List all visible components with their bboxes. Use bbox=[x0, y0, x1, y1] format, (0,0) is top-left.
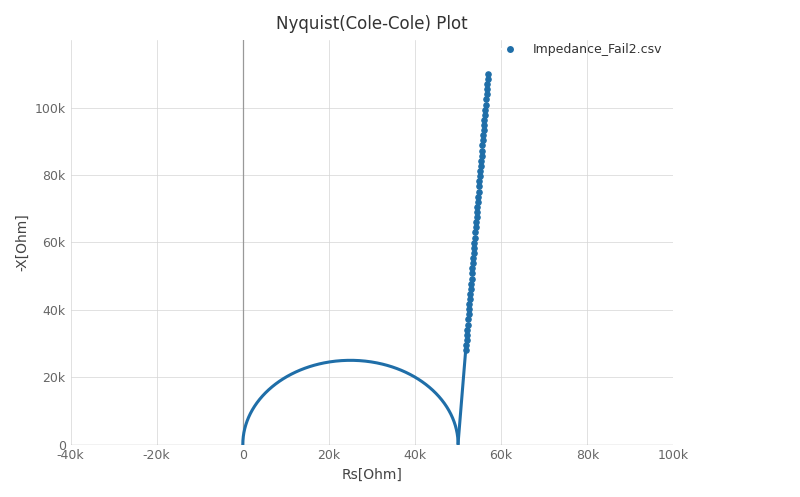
Point bbox=[478, 111, 491, 119]
Point bbox=[478, 116, 491, 124]
Title: Nyquist(Cole-Cole) Plot: Nyquist(Cole-Cole) Plot bbox=[276, 15, 468, 33]
Point bbox=[463, 295, 476, 303]
Point bbox=[462, 316, 474, 324]
X-axis label: Rs[Ohm]: Rs[Ohm] bbox=[342, 468, 402, 482]
Point bbox=[469, 234, 482, 242]
Point bbox=[477, 131, 490, 139]
Point bbox=[470, 213, 483, 221]
Point bbox=[482, 70, 494, 78]
Point bbox=[474, 162, 487, 170]
Point bbox=[474, 172, 486, 180]
Point bbox=[462, 305, 475, 313]
Point bbox=[464, 290, 477, 298]
Point bbox=[467, 249, 480, 257]
Point bbox=[460, 341, 473, 349]
Point bbox=[474, 167, 486, 175]
Point bbox=[468, 244, 481, 252]
Point bbox=[460, 336, 473, 344]
Point bbox=[470, 208, 483, 216]
Point bbox=[467, 254, 480, 262]
Point bbox=[463, 300, 476, 308]
Point bbox=[478, 126, 490, 134]
Point bbox=[481, 80, 494, 88]
Point bbox=[465, 274, 478, 282]
Point bbox=[461, 331, 474, 339]
Point bbox=[473, 182, 486, 190]
Point bbox=[471, 198, 484, 206]
Point bbox=[478, 121, 490, 129]
Point bbox=[462, 311, 475, 319]
Point bbox=[461, 326, 474, 333]
Point bbox=[473, 177, 486, 185]
Point bbox=[466, 269, 478, 277]
Point bbox=[464, 285, 477, 293]
Point bbox=[459, 346, 472, 354]
Point bbox=[480, 95, 493, 103]
Point bbox=[465, 280, 478, 288]
Point bbox=[470, 218, 482, 226]
Point bbox=[466, 264, 478, 272]
Point bbox=[466, 259, 479, 267]
Point bbox=[472, 187, 485, 195]
Point bbox=[479, 100, 492, 108]
Point bbox=[481, 85, 494, 93]
Point bbox=[472, 193, 485, 201]
Point bbox=[475, 152, 488, 160]
Legend: Impedance_Fail2.csv: Impedance_Fail2.csv bbox=[493, 38, 667, 61]
Point bbox=[462, 321, 474, 329]
Point bbox=[470, 223, 482, 231]
Point bbox=[475, 147, 488, 155]
Point bbox=[479, 106, 492, 114]
Point bbox=[482, 75, 494, 83]
Point bbox=[471, 203, 484, 211]
Point bbox=[468, 239, 481, 247]
Point bbox=[474, 157, 487, 165]
Point bbox=[477, 136, 490, 144]
Y-axis label: -X[Ohm]: -X[Ohm] bbox=[15, 214, 29, 271]
Point bbox=[469, 229, 482, 237]
Point bbox=[480, 90, 493, 98]
Point bbox=[476, 142, 489, 150]
